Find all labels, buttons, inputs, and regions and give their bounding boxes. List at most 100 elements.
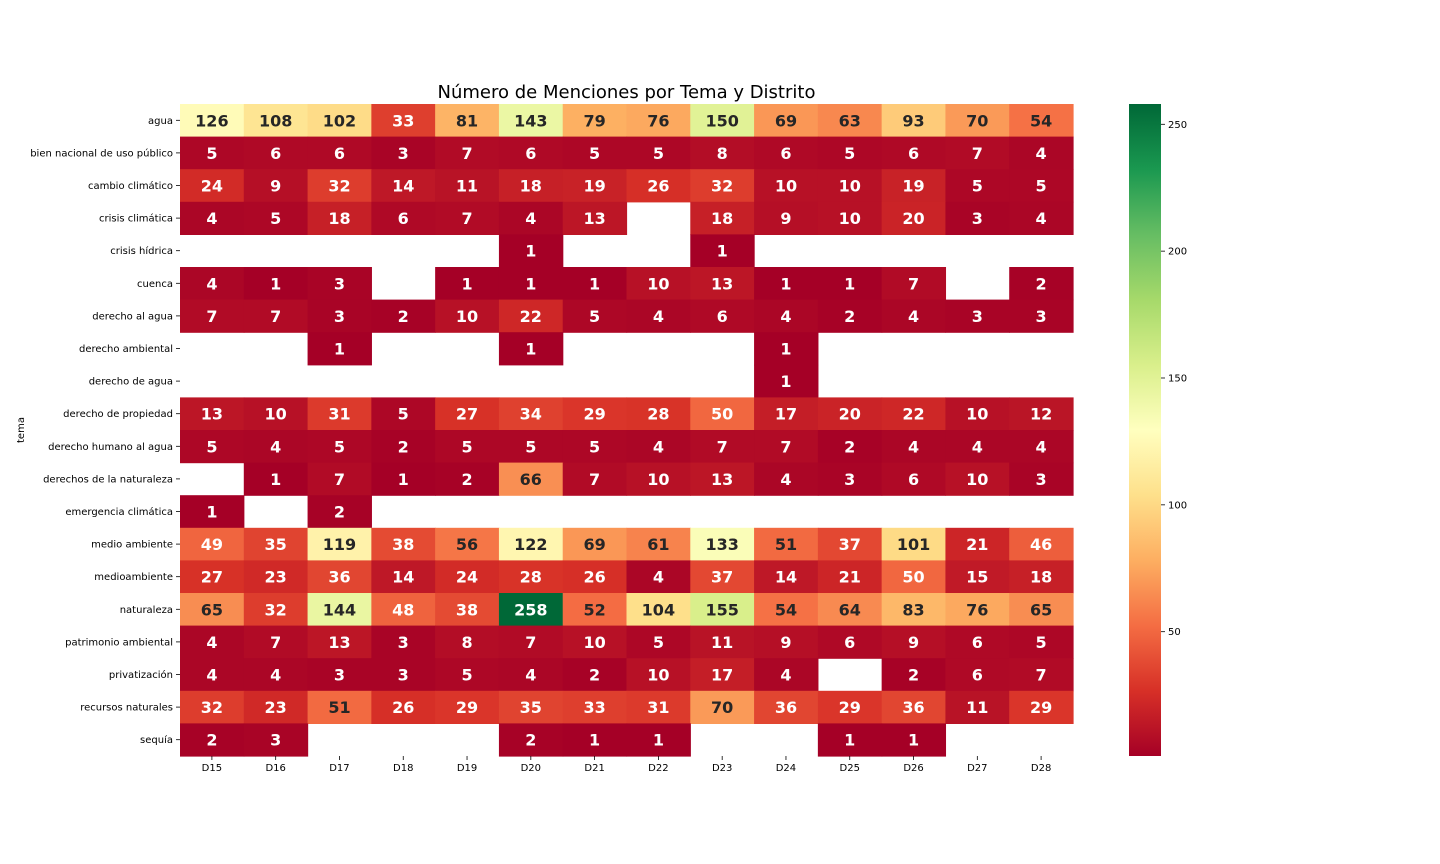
heatmap-cell	[626, 462, 691, 496]
heatmap-cell	[945, 560, 1010, 594]
heatmap-cell	[307, 299, 372, 333]
y-tick-label: derecho de agua	[89, 377, 173, 388]
heatmap-cell	[754, 104, 819, 138]
cell-value-label: 1	[653, 731, 664, 750]
y-tick-label: sequía	[140, 734, 173, 746]
cell-value-label: 3	[972, 209, 983, 228]
heatmap-cell	[754, 690, 819, 724]
cell-value-label: 29	[583, 405, 605, 424]
heatmap-cell	[754, 267, 819, 301]
heatmap-cell	[626, 625, 691, 659]
cell-value-label: 2	[334, 503, 345, 522]
heatmap-cell	[945, 169, 1010, 203]
heatmap-cell	[371, 625, 436, 659]
cell-value-label: 76	[966, 600, 988, 619]
cell-value-label: 11	[456, 177, 478, 196]
heatmap-cell	[498, 560, 564, 594]
cell-value-label: 1	[589, 731, 600, 750]
heatmap-cell	[307, 397, 372, 431]
cell-value-label: 6	[908, 144, 919, 163]
heatmap-cell	[945, 104, 1010, 138]
cell-value-label: 1	[398, 470, 409, 489]
heatmap-cell	[626, 397, 691, 431]
cell-value-label: 10	[647, 470, 669, 489]
cell-value-label: 9	[780, 209, 791, 228]
cell-value-label: 10	[839, 209, 861, 228]
heatmap-cell	[307, 169, 372, 203]
heatmap-cell	[817, 462, 883, 496]
heatmap-cell	[498, 723, 564, 757]
cell-value-label: 5	[398, 405, 409, 424]
y-axis: agua bien nacional de uso público cambio c…	[30, 116, 180, 746]
heatmap-cell	[754, 527, 819, 561]
y-tick-label: derechos de la naturaleza	[43, 474, 173, 485]
cell-value-label: 18	[711, 209, 733, 228]
cell-value-label: 10	[456, 307, 478, 326]
heatmap-cell	[945, 625, 1010, 659]
heatmap-cell	[371, 201, 436, 235]
heatmap-cell	[945, 593, 1010, 627]
cell-value-label: 7	[525, 633, 536, 652]
cell-value-label: 36	[328, 568, 350, 587]
heatmap-cell	[180, 267, 245, 301]
heatmap-cell	[243, 690, 309, 724]
heatmap-cell	[498, 593, 564, 627]
heatmap-cell	[945, 658, 1010, 692]
heatmap-cell	[1009, 169, 1074, 203]
heatmap-cell	[435, 527, 500, 561]
heatmap-cell	[307, 495, 372, 529]
heatmap-cell	[690, 658, 755, 692]
heatmap-cell	[498, 527, 564, 561]
cell-value-label: 33	[392, 111, 414, 130]
cell-value-label: 5	[589, 437, 600, 456]
heatmap-cell	[498, 690, 564, 724]
cell-value-label: 4	[972, 437, 983, 456]
cell-value-label: 34	[520, 405, 542, 424]
heatmap-cell	[243, 723, 309, 757]
cell-value-label: 108	[259, 111, 292, 130]
heatmap-cell	[626, 527, 691, 561]
heatmap-cell	[435, 560, 500, 594]
heatmap-cell	[754, 625, 819, 659]
y-tick-label: crisis climática	[99, 213, 173, 225]
heatmap-cell	[881, 625, 947, 659]
heatmap-cell	[1009, 690, 1074, 724]
heatmap-cell	[243, 527, 309, 561]
cell-value-label: 10	[647, 666, 669, 685]
cell-value-label: 3	[334, 307, 345, 326]
heatmap-cell	[1009, 397, 1074, 431]
heatmap-cell	[498, 267, 564, 301]
heatmap-cell	[754, 430, 819, 464]
cell-value-label: 6	[334, 144, 345, 163]
heatmap-cell	[243, 169, 309, 203]
heatmap-cell	[754, 299, 819, 333]
cell-value-label: 2	[844, 437, 855, 456]
heatmap-cell	[945, 201, 1010, 235]
heatmap-cell	[180, 723, 245, 757]
cell-value-label: 2	[461, 470, 472, 489]
heatmap-cell	[1009, 593, 1074, 627]
x-tick-label: D23	[712, 763, 732, 774]
cell-value-label: 10	[966, 405, 988, 424]
cell-value-label: 155	[705, 600, 738, 619]
x-tick-label: D22	[648, 763, 668, 774]
heatmap-cell	[881, 593, 947, 627]
heatmap-cell	[180, 495, 245, 529]
heatmap-cell	[180, 201, 245, 235]
cell-value-label: 37	[711, 568, 733, 587]
cell-value-label: 8	[461, 633, 472, 652]
heatmap-cell	[371, 430, 436, 464]
cell-value-label: 4	[206, 209, 217, 228]
heatmap-cell	[307, 104, 372, 138]
cell-value-label: 5	[461, 437, 472, 456]
cell-value-label: 2	[398, 437, 409, 456]
cell-value-label: 1	[206, 503, 217, 522]
heatmap-cell	[690, 201, 755, 235]
heatmap-cell	[307, 560, 372, 594]
cell-value-label: 10	[265, 405, 287, 424]
cell-value-label: 3	[972, 307, 983, 326]
cell-value-label: 19	[583, 177, 605, 196]
cell-value-label: 48	[392, 600, 414, 619]
cell-value-label: 64	[839, 600, 861, 619]
cell-value-label: 7	[908, 274, 919, 293]
